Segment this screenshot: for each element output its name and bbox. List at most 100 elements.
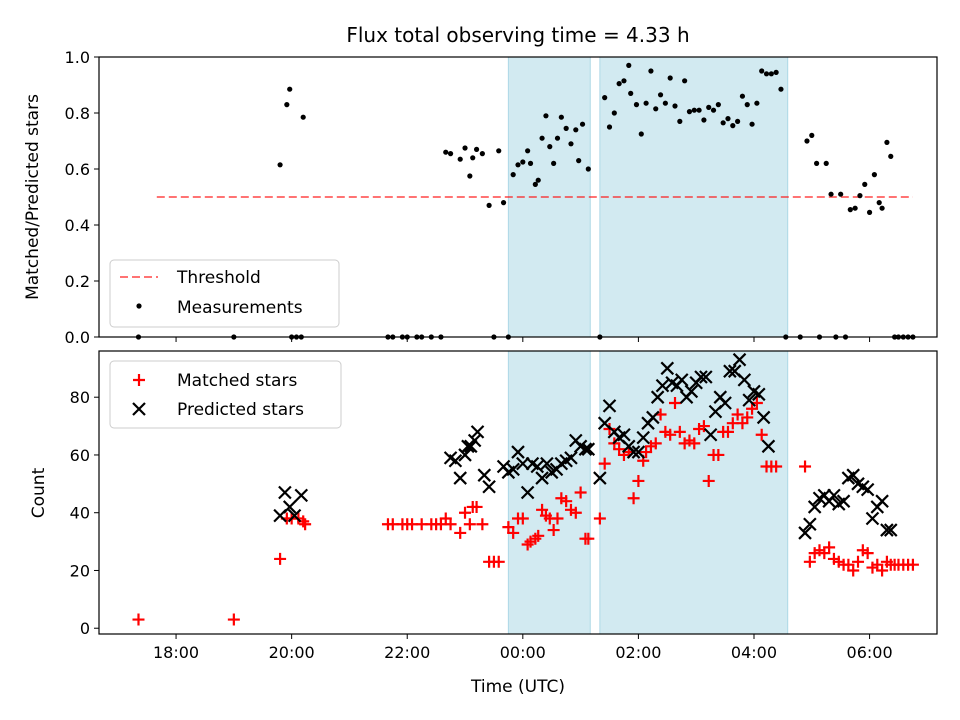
measurement-point	[576, 158, 582, 164]
measurement-point	[847, 207, 853, 213]
matched-star-point	[852, 555, 865, 568]
measurement-point	[287, 86, 293, 92]
measurement-point	[657, 92, 664, 98]
predicted-star-point	[458, 448, 472, 462]
xtick-label: 20:00	[269, 643, 315, 662]
predicted-star-point	[646, 410, 660, 425]
predicted-star-point	[865, 511, 880, 526]
predicted-star-point	[593, 471, 607, 485]
measurement-point	[638, 131, 644, 137]
top-ytick-label: 0.2	[65, 272, 90, 291]
measurement-point	[735, 118, 741, 124]
predicted-star-point	[453, 471, 467, 485]
measurement-point	[759, 68, 765, 74]
matched-star-point	[521, 538, 534, 551]
matched-star-point	[770, 460, 783, 473]
bottom-ylabel: Count	[29, 467, 49, 518]
measurement-point	[744, 102, 750, 108]
xtick-label: 00:00	[500, 643, 546, 662]
predicted-star-point	[846, 468, 860, 482]
measurement-point	[277, 162, 283, 168]
measurement-point	[888, 153, 894, 159]
predicted-star-point	[530, 459, 545, 474]
matched-star-point	[551, 512, 564, 525]
predicted-star-point	[883, 523, 898, 537]
measurement-point	[473, 146, 480, 152]
matched-star-point	[582, 532, 595, 545]
measurement-point	[828, 191, 834, 197]
matched-star-point	[876, 564, 889, 577]
bottom-ytick-label: 40	[70, 504, 90, 523]
predicted-star-point	[684, 384, 699, 399]
matched-star-point	[560, 495, 573, 508]
predicted-star-point	[581, 442, 596, 456]
measurement-point	[626, 62, 632, 68]
legend-predicted-label: Predicted stars	[177, 400, 304, 420]
matched-star-point	[470, 500, 483, 513]
measurement-point	[616, 81, 622, 87]
legend-threshold-label: Threshold	[176, 268, 261, 288]
measurement-point	[866, 209, 873, 215]
measurement-point	[527, 160, 534, 166]
predicted-star-point	[699, 370, 713, 384]
measurement-point	[809, 132, 815, 138]
measurement-point	[749, 121, 755, 127]
measurement-point	[739, 93, 746, 99]
measurement-point	[725, 116, 731, 122]
measurement-point	[768, 71, 774, 77]
measurement-point	[470, 155, 476, 161]
predicted-star-point	[798, 526, 812, 540]
predicted-star-point	[752, 387, 766, 402]
matched-star-point	[598, 457, 611, 470]
bottom-panel: 0 20 40 60 80 18:00 20:00 22:00 00:00 02:00 04:00…	[29, 350, 938, 697]
measurement-point	[532, 181, 538, 187]
top-ytick-label: 0.6	[65, 160, 90, 179]
predicted-star-point	[827, 488, 841, 503]
top-ytick-label: 0.8	[65, 104, 90, 123]
measurement-point	[823, 160, 829, 166]
predicted-star-point	[694, 370, 708, 384]
legend-measurement-swatch	[136, 303, 142, 309]
top-panel: 0.0 0.2 0.4 0.6 0.8 1.0 Matched/Predicted sta…	[23, 48, 938, 347]
measurement-point	[457, 156, 463, 162]
measurement-point	[579, 121, 586, 127]
measurement-point	[462, 145, 468, 151]
predicted-star-point	[294, 488, 309, 503]
predicted-star-point	[636, 430, 650, 445]
matched-star-point	[476, 518, 489, 531]
top-panel-frame	[98, 56, 938, 338]
measurement-point	[696, 107, 702, 113]
measurement-point	[691, 107, 697, 113]
matched-star-point	[755, 428, 768, 441]
measurement-point	[662, 100, 668, 106]
matched-star-point	[454, 526, 467, 539]
predicted-star-point	[511, 445, 525, 459]
predicted-star-point	[278, 485, 292, 500]
chart-title: Flux total observing time = 4.33 h	[346, 23, 689, 47]
measurement-point	[653, 106, 659, 112]
measurement-point	[443, 149, 449, 155]
predicted-star-point	[448, 453, 463, 468]
xtick-label: 06:00	[847, 643, 893, 662]
measurement-point	[535, 177, 541, 183]
predicted-star-point	[761, 439, 776, 454]
matched-star-point	[649, 437, 662, 450]
measurement-point	[706, 104, 712, 110]
predicted-star-point	[860, 482, 875, 497]
matched-star-point	[712, 448, 725, 461]
measurement-point	[730, 123, 736, 129]
predicted-star-point	[807, 500, 822, 514]
matched-star-point	[492, 555, 505, 568]
measurement-point	[813, 160, 820, 166]
measurement-point	[852, 205, 858, 211]
matched-star-point	[669, 396, 682, 409]
measurement-point	[467, 173, 473, 179]
matched-star-point	[574, 486, 587, 499]
matched-star-point	[274, 552, 287, 565]
measurement-point	[602, 95, 608, 101]
measurement-point	[672, 103, 678, 109]
top-ytick-label: 1.0	[65, 48, 90, 67]
predicted-star-point	[602, 399, 617, 413]
matched-star-point	[673, 425, 686, 438]
